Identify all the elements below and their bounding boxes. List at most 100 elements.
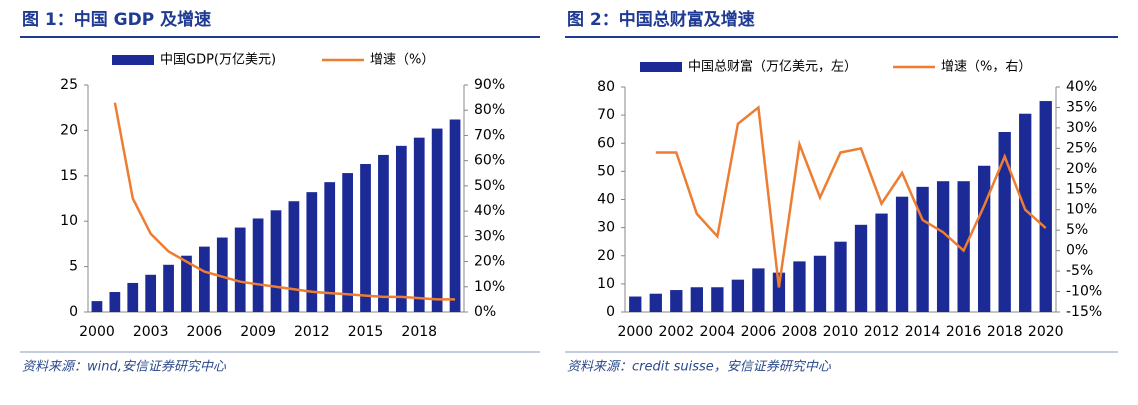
- y-tick-label: 70: [597, 107, 615, 123]
- y2-tick-label: 5%: [1066, 222, 1088, 238]
- y2-tick-label: 20%: [1066, 161, 1097, 177]
- bar: [649, 293, 662, 312]
- bar: [854, 224, 868, 312]
- x-tick-label: 2016: [946, 324, 982, 340]
- source: 资料来源：credit suisse，安信证券研究中心: [567, 359, 832, 375]
- bar: [199, 246, 210, 312]
- bar: [145, 274, 157, 312]
- bar: [978, 165, 991, 312]
- bar: [670, 290, 683, 312]
- y-tick-label: 10: [60, 213, 78, 229]
- legend-label: 中国GDP(万亿美元): [160, 53, 276, 68]
- y2-tick-label: 90%: [474, 77, 505, 93]
- x-tick-label: 2018: [987, 324, 1023, 340]
- chart-title: 图 1：中国 GDP 及增速: [22, 9, 211, 30]
- y2-tick-label: 10%: [1066, 202, 1097, 218]
- bar: [813, 255, 827, 312]
- bar: [1019, 113, 1032, 312]
- x-tick-label: 2009: [240, 324, 276, 340]
- x-tick-label: 2012: [864, 324, 900, 340]
- y2-tick-label: -10%: [1066, 284, 1102, 300]
- bar: [752, 268, 765, 312]
- y2-tick-label: 60%: [474, 153, 505, 169]
- x-tick-label: 2018: [401, 324, 437, 340]
- bar: [834, 241, 847, 312]
- y2-tick-label: 35%: [1066, 99, 1097, 115]
- x-tick-label: 2015: [348, 324, 384, 340]
- y2-tick-label: 0%: [1066, 243, 1088, 259]
- bar: [957, 181, 970, 312]
- x-tick-label: 2000: [79, 324, 115, 340]
- chart-title: 图 2：中国总财富及增速: [567, 9, 755, 30]
- bar: [127, 282, 139, 312]
- bar: [109, 292, 121, 312]
- y2-tick-label: 40%: [474, 203, 505, 219]
- y2-tick-label: 0%: [474, 304, 496, 320]
- y2-tick-label: 20%: [474, 254, 505, 270]
- bar: [449, 119, 461, 312]
- y-tick-label: 80: [597, 79, 615, 95]
- bar: [731, 279, 745, 312]
- y2-tick-label: -5%: [1066, 263, 1093, 279]
- bar: [216, 237, 228, 312]
- y2-tick-label: 25%: [1066, 140, 1097, 156]
- bar: [252, 218, 264, 312]
- legend-swatch: [640, 62, 682, 72]
- y-tick-label: 20: [597, 248, 615, 264]
- line: [113, 102, 455, 301]
- bar: [181, 255, 192, 312]
- y2-tick-label: 70%: [474, 127, 505, 143]
- source: 资料来源：wind,安信证券研究中心: [22, 359, 227, 375]
- bar: [163, 264, 174, 312]
- x-tick-label: 2006: [187, 324, 223, 340]
- bar: [895, 196, 909, 312]
- legend-label: 中国总财富（万亿美元，左）: [688, 59, 857, 75]
- y2-tick-label: 50%: [474, 178, 505, 194]
- x-tick-label: 2014: [905, 324, 941, 340]
- y-tick-label: 20: [60, 122, 78, 138]
- y-tick-label: 0: [606, 304, 615, 320]
- bar: [91, 301, 103, 312]
- bar: [711, 287, 724, 312]
- x-tick-label: 2004: [700, 324, 736, 340]
- y-tick-label: 15: [60, 168, 78, 184]
- bar: [306, 192, 318, 312]
- bar: [690, 287, 703, 312]
- y-tick-label: 40: [597, 192, 615, 208]
- bar: [288, 201, 300, 312]
- y-tick-label: 50: [597, 163, 615, 179]
- line: [655, 105, 1047, 288]
- x-tick-label: 2012: [294, 324, 330, 340]
- y2-tick-label: 80%: [474, 102, 505, 118]
- bar: [378, 154, 389, 312]
- x-tick-label: 2020: [1028, 324, 1064, 340]
- bar: [793, 261, 806, 312]
- bar: [875, 213, 888, 312]
- y-tick-label: 5: [69, 259, 78, 275]
- legend-label: 增速（%）: [370, 53, 434, 68]
- x-tick-label: 2006: [741, 324, 777, 340]
- bar: [324, 182, 336, 312]
- y2-tick-label: 40%: [1066, 79, 1097, 95]
- bar: [916, 186, 929, 312]
- y-tick-label: 60: [597, 135, 615, 151]
- bar: [234, 227, 246, 312]
- y-tick-label: 30: [597, 220, 615, 236]
- x-tick-label: 2000: [617, 324, 653, 340]
- y2-tick-label: 10%: [474, 279, 505, 295]
- x-tick-label: 2010: [823, 324, 859, 340]
- bar: [998, 132, 1011, 312]
- bar: [413, 137, 425, 312]
- bar: [1039, 101, 1052, 312]
- bar: [270, 210, 282, 312]
- x-tick-label: 2008: [782, 324, 818, 340]
- bar: [772, 272, 786, 312]
- bar: [629, 296, 642, 312]
- bar: [395, 145, 407, 312]
- y2-tick-label: 15%: [1066, 181, 1097, 197]
- bar: [360, 163, 371, 312]
- y2-tick-label: -15%: [1066, 304, 1102, 320]
- legend-label: 增速（%，右）: [941, 60, 1031, 75]
- x-tick-label: 2002: [658, 324, 694, 340]
